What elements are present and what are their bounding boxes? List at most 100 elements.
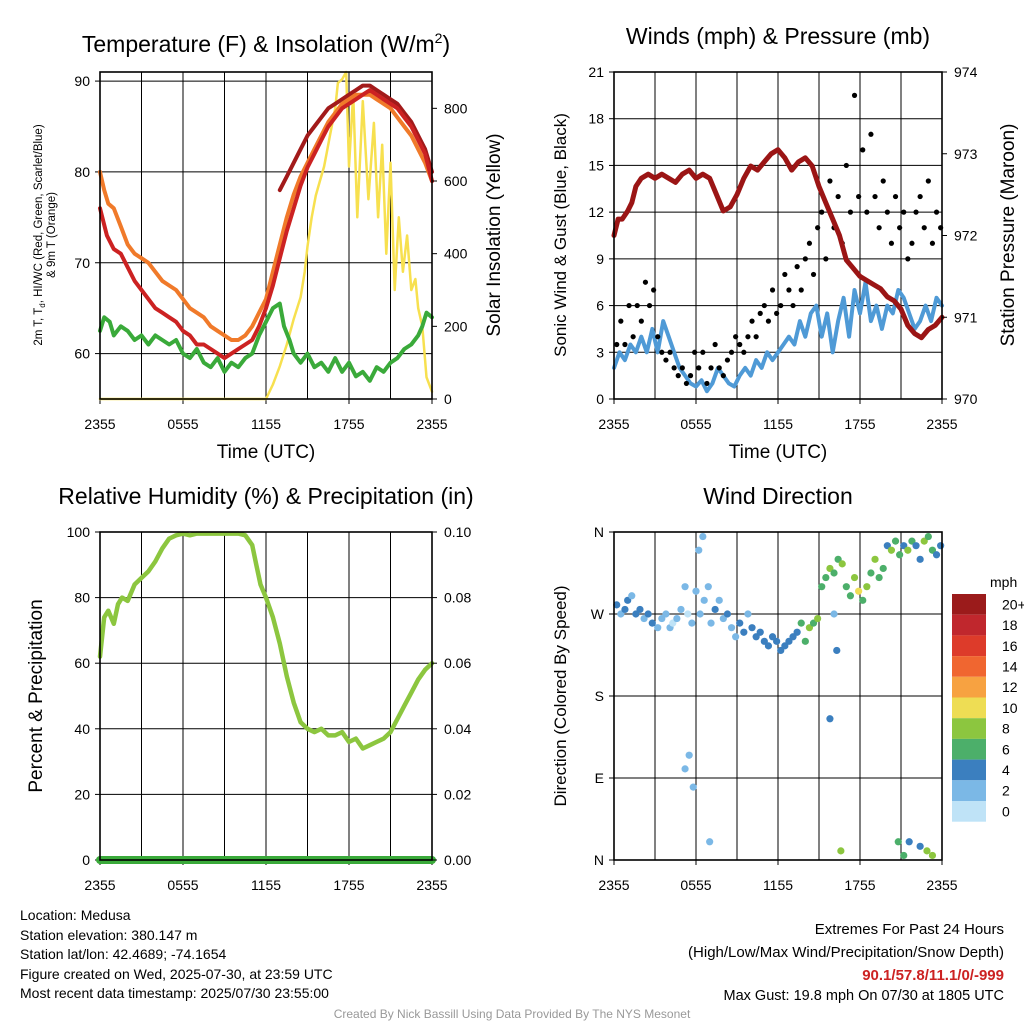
direction-point: [928, 851, 937, 860]
direction-point: [689, 783, 697, 791]
legend-label: 2: [1002, 783, 1010, 799]
gust-point: [843, 162, 849, 169]
y-tick-label: 3: [596, 344, 604, 360]
x-tick-label: 1755: [844, 416, 875, 432]
y-axis-label: Percent & Precipitation: [26, 599, 47, 792]
gust-point: [901, 209, 907, 215]
gust-point: [868, 131, 874, 137]
y-tick-label: 70: [74, 255, 90, 271]
x-tick-label: 2355: [84, 416, 115, 432]
direction-point: [685, 751, 693, 759]
direction-point: [711, 605, 719, 614]
legend-swatch: [952, 614, 986, 636]
gust-point: [687, 373, 694, 379]
plot-border: [99, 71, 433, 400]
y-tick-label: W: [591, 606, 605, 622]
gust-point: [794, 264, 800, 270]
gust-point: [630, 334, 636, 340]
direction-point: [932, 551, 941, 559]
x-tick-label: 1755: [333, 877, 364, 893]
legend-title: mph: [990, 574, 1017, 590]
legend-label: 6: [1002, 741, 1010, 757]
x-tick-label: 1755: [844, 877, 875, 893]
direction-point: [662, 610, 670, 618]
gust-point: [769, 287, 776, 293]
y-tick-label: 9: [596, 251, 604, 267]
gust-point: [683, 380, 690, 387]
direction-point: [706, 838, 714, 846]
y-tick-label: 21: [588, 64, 604, 80]
direction-point: [756, 628, 764, 636]
direction-point: [692, 587, 700, 595]
legend-swatch: [952, 738, 986, 760]
y-tick-label: 0: [596, 391, 604, 407]
gust-point: [712, 341, 718, 348]
gust-point: [790, 302, 796, 309]
y-tick-label: 18: [588, 111, 604, 127]
gust-point: [646, 302, 653, 309]
gust-point: [655, 334, 661, 340]
legend-label: 8: [1002, 721, 1010, 737]
direction-point: [688, 619, 696, 627]
right-tick-label: 200: [444, 318, 468, 334]
gust-point: [753, 334, 759, 340]
gust-point: [745, 334, 751, 340]
gust-point: [810, 271, 817, 278]
gust-point: [933, 209, 940, 215]
x-tick-label: 2355: [416, 416, 447, 432]
direction-point: [842, 583, 850, 591]
gust-point: [880, 178, 886, 184]
plot-border: [613, 531, 943, 861]
gust-point: [692, 349, 698, 355]
direction-point: [684, 610, 692, 618]
x-tick-label: 2355: [598, 416, 629, 432]
x-tick-label: 0555: [680, 877, 711, 893]
direction-point: [838, 560, 846, 568]
direction-point: [904, 546, 912, 554]
direction-point: [704, 583, 712, 591]
right-tick-label: 600: [444, 173, 468, 189]
gust-point: [675, 373, 681, 379]
extremes-subtitle: (High/Low/Max Wind/Precipitation/Snow De…: [688, 944, 1004, 961]
legend-label: 16: [1002, 638, 1018, 654]
gust-point: [929, 240, 936, 246]
direction-point: [673, 614, 681, 623]
direction-point: [621, 605, 629, 614]
gust-point: [917, 193, 923, 200]
direction-point: [850, 573, 859, 582]
gust-point: [860, 147, 866, 153]
right-tick-label: 0.06: [444, 655, 471, 671]
gust-point: [884, 209, 890, 215]
y-axis-label-line2: & 9m T (Orange): [46, 192, 58, 278]
y-tick-label: 60: [74, 655, 90, 671]
x-axis-label: Time (UTC): [729, 442, 828, 463]
gust-point: [708, 365, 714, 371]
x-tick-label: 2355: [598, 877, 629, 893]
direction-point: [636, 605, 644, 614]
direction-point: [797, 619, 805, 627]
direction-point: [764, 642, 773, 650]
legend-swatch: [952, 656, 986, 677]
y-tick-label: 90: [74, 73, 90, 89]
direction-point: [912, 542, 920, 550]
series-line-blue: [612, 280, 944, 394]
right-tick-label: 971: [954, 309, 978, 325]
y-tick-label: 12: [588, 204, 604, 220]
direction-point: [894, 838, 902, 846]
direction-point: [681, 765, 689, 773]
panel-title: Relative Humidity (%) & Precipitation (i…: [58, 483, 473, 509]
credit-line: Created By Nick Bassill Using Data Provi…: [333, 1007, 691, 1021]
gust-point: [782, 271, 788, 278]
station-info: Location: Medusa Station elevation: 380.…: [20, 906, 333, 1004]
y-axis-label: Direction (Colored By Speed): [551, 585, 570, 806]
x-tick-label: 1155: [763, 877, 793, 893]
y-axis-label: Sonic Wind & Gust (Blue, Black): [551, 113, 570, 357]
gust-point: [823, 256, 829, 262]
legend-swatch: [952, 594, 986, 615]
direction-point: [744, 610, 752, 618]
direction-point: [801, 637, 809, 645]
gust-point: [757, 310, 763, 316]
right-tick-label: 0.08: [444, 590, 471, 606]
direction-point: [905, 838, 913, 846]
panel-title: Temperature (F) & Insolation (W/m2): [82, 30, 450, 57]
